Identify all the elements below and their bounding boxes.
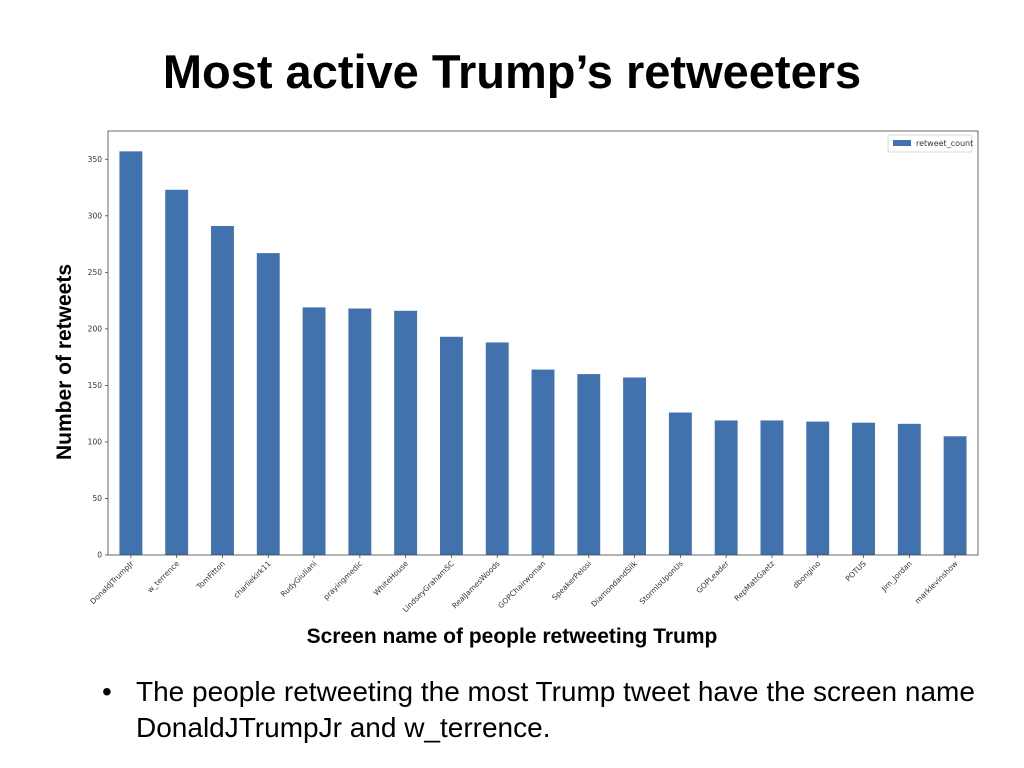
bar-DiamondandSilk (623, 377, 647, 555)
x-tick-label: RudyGiuliani (279, 559, 319, 599)
y-tick-label: 200 (88, 324, 103, 333)
legend-box (887, 134, 973, 153)
legend-label: retweet_count (916, 139, 973, 148)
legend: retweet_count (887, 134, 973, 153)
bullet-list: • The people retweeting the most Trump t… (100, 674, 980, 746)
x-tick-label: dbongino (791, 559, 822, 590)
x-tick-label: LindseyGrahamSC (401, 559, 456, 614)
bar-GOPChairwoman (531, 369, 555, 555)
bar-GOPLeader (714, 420, 738, 555)
bar-WhiteHouse (394, 310, 418, 555)
plot-frame (107, 130, 979, 556)
x-tick-label: DiamondandSilk (589, 559, 639, 609)
x-tick-label: POTUS (844, 559, 868, 583)
bar-charliekirk11 (256, 253, 280, 555)
y-tick-label: 150 (88, 381, 103, 390)
bullet-item: • The people retweeting the most Trump t… (100, 674, 980, 746)
x-tick-label: prayingmedic (322, 559, 365, 602)
x-axis-title: Screen name of people retweeting Trump (307, 625, 718, 648)
bar-RealJamesWoods (485, 342, 509, 555)
bar-prayingmedic (348, 308, 372, 555)
bullet-text: The people retweeting the most Trump twe… (136, 676, 975, 743)
x-tick-label: RealJamesWoods (450, 559, 501, 610)
bullet-symbol: • (102, 676, 112, 707)
x-tick-label: marklevinshow (913, 559, 959, 605)
bar-w_terrence (165, 189, 189, 555)
y-tick-label: 250 (88, 268, 103, 277)
x-tick-label: Jim_Jordan (879, 559, 914, 594)
x-tick-label: StormIsUponUs (638, 559, 685, 606)
x-tick-label: SpeakerPelosi (550, 559, 593, 602)
bar-chart: 0 50 100 150 200 250 300 350 DonaldJTrumpJr w_te… (53, 130, 979, 648)
bar-POTUS (852, 422, 875, 555)
legend-swatch (893, 140, 911, 146)
y-tick-label: 0 (97, 551, 102, 560)
x-tick-label: GOPLeader (695, 558, 732, 595)
x-axis-ticks: DonaldJTrumpJr w_terrence TomFitton charlie… (88, 555, 960, 614)
y-tick-label: 300 (88, 211, 103, 220)
bar-Jim_Jordan (897, 423, 921, 555)
bar-marklevinshow (943, 436, 967, 555)
bar-StormIsUponUs (668, 412, 692, 555)
x-tick-label: TomFitton (194, 559, 227, 592)
y-tick-label: 50 (92, 494, 102, 503)
y-axis-ticks: 0 50 100 150 200 250 300 350 (88, 155, 108, 560)
x-tick-label: DonaldJTrumpJr (88, 558, 136, 606)
bar-RepMattGaetz (760, 420, 784, 555)
x-tick-label: WhiteHouse (372, 559, 411, 598)
bar-TomFitton (211, 225, 234, 555)
y-tick-label: 350 (88, 155, 103, 164)
x-tick-label: charliekirk11 (232, 559, 273, 600)
slide-title: Most active Trump’s retweeters (162, 45, 862, 98)
bar-DonaldJTrumpJr (119, 151, 143, 556)
x-tick-label: w_terrence (145, 559, 181, 595)
bar-RudyGiuliani (302, 307, 326, 555)
y-tick-label: 100 (88, 437, 103, 446)
x-tick-label: GOPChairwoman (496, 559, 547, 610)
bar-SpeakerPelosi (577, 374, 601, 555)
bar-LindseyGrahamSC (439, 336, 463, 555)
bar-dbongino (806, 421, 830, 555)
y-axis-title: Number of retweets (53, 264, 76, 460)
x-tick-label: RepMattGaetz (732, 559, 776, 603)
bars-group (119, 151, 967, 556)
